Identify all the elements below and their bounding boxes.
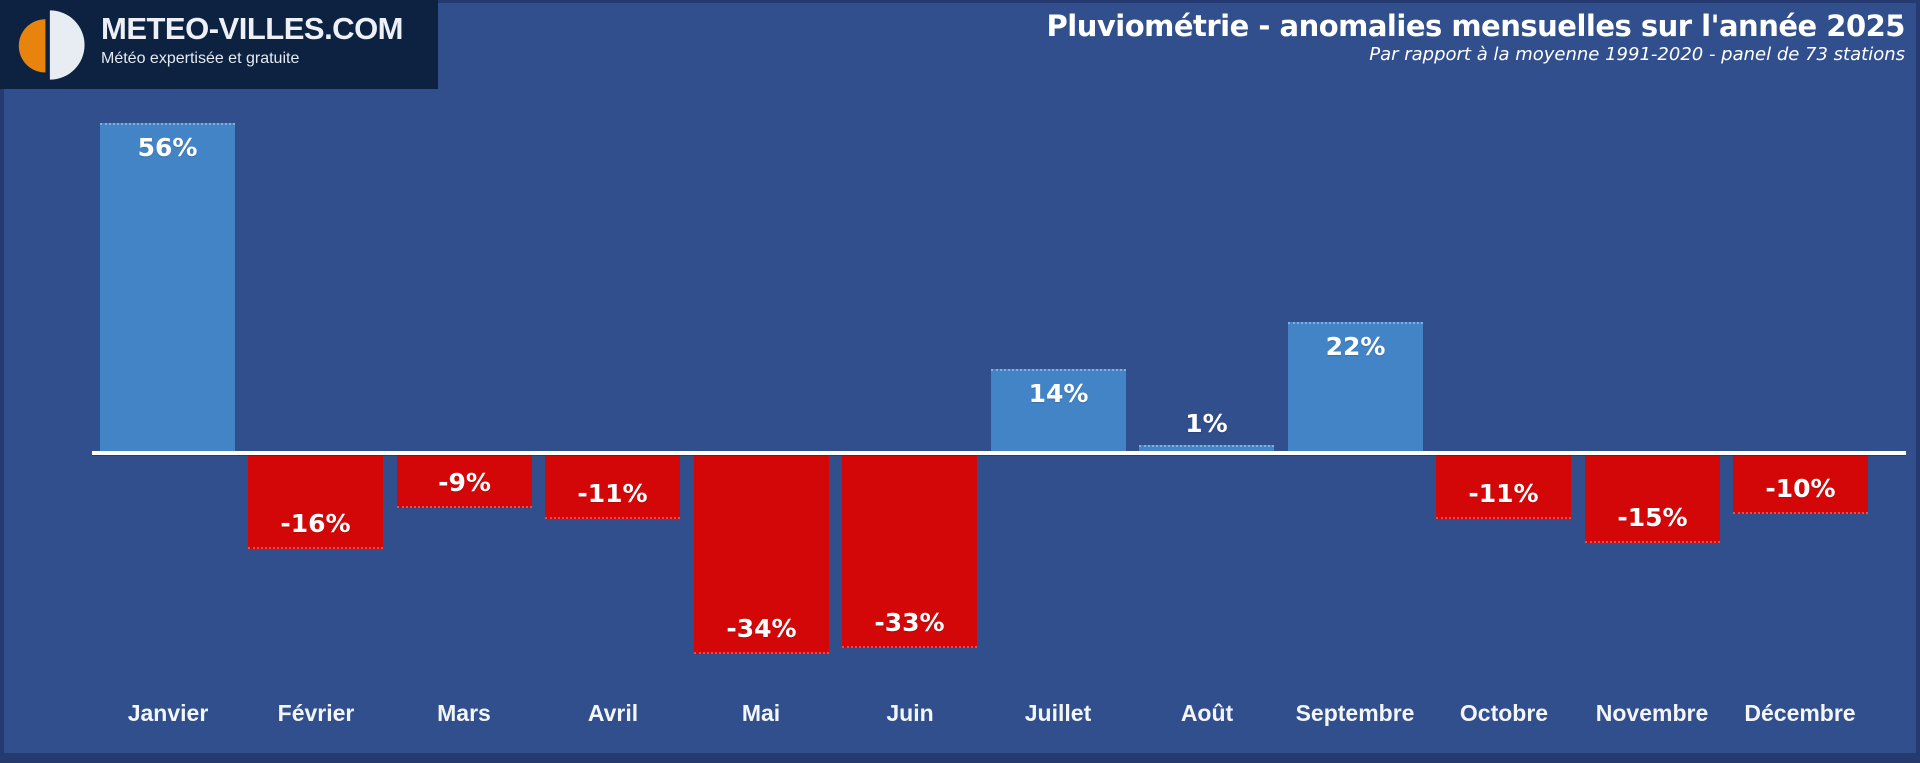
month-label: Février xyxy=(277,700,355,726)
chart-bar xyxy=(842,455,977,648)
month-label: Mai xyxy=(741,700,781,726)
value-label: -15% xyxy=(1617,503,1688,532)
logo-title: METEO-VILLES.COM xyxy=(101,11,404,46)
month-label: Janvier xyxy=(127,700,209,726)
month-label: Octobre xyxy=(1459,700,1549,726)
meteo-villes-logo-icon xyxy=(18,10,85,80)
month-label: Mars xyxy=(437,700,491,726)
month-label: Avril xyxy=(587,700,639,726)
chart-bar xyxy=(1436,455,1571,519)
chart-bar xyxy=(1733,455,1868,514)
logo-box: METEO-VILLES.COM Météo expertisée et gra… xyxy=(0,0,438,89)
value-label: -34% xyxy=(726,614,797,643)
value-label: -16% xyxy=(280,509,351,538)
month-label: Septembre xyxy=(1295,700,1415,726)
month-label: Août xyxy=(1180,700,1234,726)
month-label: Juillet xyxy=(1024,700,1092,726)
value-label: 56% xyxy=(137,133,198,162)
chart-bar xyxy=(1139,445,1274,451)
chart-header: Pluviométrie - anomalies mensuelles sur … xyxy=(1046,9,1906,66)
value-label: -11% xyxy=(577,479,648,508)
month-label: Juin xyxy=(886,700,934,726)
value-label: -11% xyxy=(1468,479,1539,508)
logo-text: METEO-VILLES.COM Météo expertisée et gra… xyxy=(101,11,404,67)
chart-subtitle: Par rapport à la moyenne 1991-2020 - pan… xyxy=(1369,44,1905,65)
chart-title: Pluviométrie - anomalies mensuelles sur … xyxy=(1046,9,1906,43)
chart-bar xyxy=(545,455,680,519)
logo-tagline: Météo expertisée et gratuite xyxy=(101,50,300,67)
value-label: -9% xyxy=(438,468,491,497)
chart-bar xyxy=(1585,455,1720,543)
chart-bar xyxy=(1288,322,1423,451)
value-label: 14% xyxy=(1028,379,1089,408)
value-label: 22% xyxy=(1325,332,1386,361)
axis-baseline xyxy=(92,451,1906,455)
chart-bar xyxy=(991,369,1126,451)
value-label: 1% xyxy=(1185,409,1228,438)
chart-bar xyxy=(694,455,829,654)
value-label: -10% xyxy=(1765,474,1836,503)
month-label: Décembre xyxy=(1744,700,1856,726)
month-label: Novembre xyxy=(1595,700,1709,726)
chart-bar xyxy=(397,455,532,508)
chart-bar xyxy=(100,123,235,451)
value-label: -33% xyxy=(874,608,945,637)
chart-bar xyxy=(248,455,383,549)
